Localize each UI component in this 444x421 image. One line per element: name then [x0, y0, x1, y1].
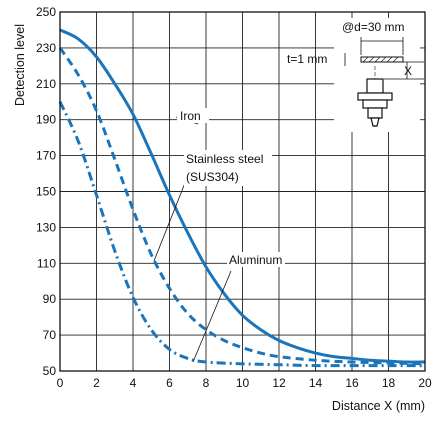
x-axis-title: Distance X (mm)	[332, 399, 425, 413]
y-axis-title: Detection level	[13, 24, 27, 106]
x-tick-label: 0	[57, 376, 64, 390]
y-tick-label: 210	[36, 77, 56, 91]
x-tick-label: 8	[203, 376, 210, 390]
y-tick-label: 150	[36, 185, 56, 199]
x-tick-label: 16	[345, 376, 359, 390]
y-tick-label: 110	[37, 256, 56, 270]
iron-label: Iron	[180, 109, 201, 123]
y-tick-label: 50	[43, 364, 57, 378]
x-tick-label: 4	[130, 376, 137, 390]
plot-frame	[59, 11, 426, 372]
stainless-leader	[153, 182, 186, 262]
x-tick-label: 6	[166, 376, 173, 390]
y-tick-label: 230	[36, 41, 56, 55]
sensor-head	[366, 78, 384, 94]
x-tick-label: 20	[418, 376, 432, 390]
y-tick-label: 190	[36, 113, 56, 127]
sensor-cable	[370, 117, 380, 127]
x-tick-label: 2	[93, 376, 100, 390]
y-tick-label: 90	[43, 292, 57, 306]
stainless-label-line1: Stainless steel	[186, 152, 263, 166]
series-line-iron	[59, 28, 426, 364]
tick-labels: 0 2 4 6 8 10 12 14 16 18 20 50 70 90 110 130 150 170 190 21…	[36, 5, 432, 390]
x-tick-label: 10	[236, 376, 250, 390]
sensor-washer	[362, 99, 388, 109]
y-tick-label: 170	[36, 149, 56, 163]
x-tick-label: 12	[272, 376, 286, 390]
x-tick-label: 18	[382, 376, 396, 390]
series-line-aluminum	[58, 101, 425, 368]
thickness-label: t=1 mm	[287, 52, 327, 66]
series-lines	[58, 28, 426, 368]
x-tick-label: 14	[309, 376, 323, 390]
curve-annotations: Iron Stainless steel (SUS304) Aluminum	[153, 108, 285, 363]
y-tick-label: 250	[36, 5, 56, 19]
aluminum-leader	[192, 270, 232, 363]
sensor-inset: @d=30 mm t=1 mm X	[287, 18, 424, 132]
y-tick-label: 130	[36, 220, 56, 234]
distance-x-label: X	[404, 64, 412, 78]
sensor-body	[367, 107, 383, 119]
target-diameter-label: @d=30 mm	[342, 20, 405, 34]
stainless-label-line2: (SUS304)	[186, 170, 239, 184]
y-tick-label: 70	[43, 328, 57, 342]
target-plate	[360, 56, 404, 63]
series-line-stainless-steel-sus304	[58, 47, 426, 366]
aluminum-label: Aluminum	[229, 253, 282, 267]
sensor-nut	[357, 92, 393, 101]
